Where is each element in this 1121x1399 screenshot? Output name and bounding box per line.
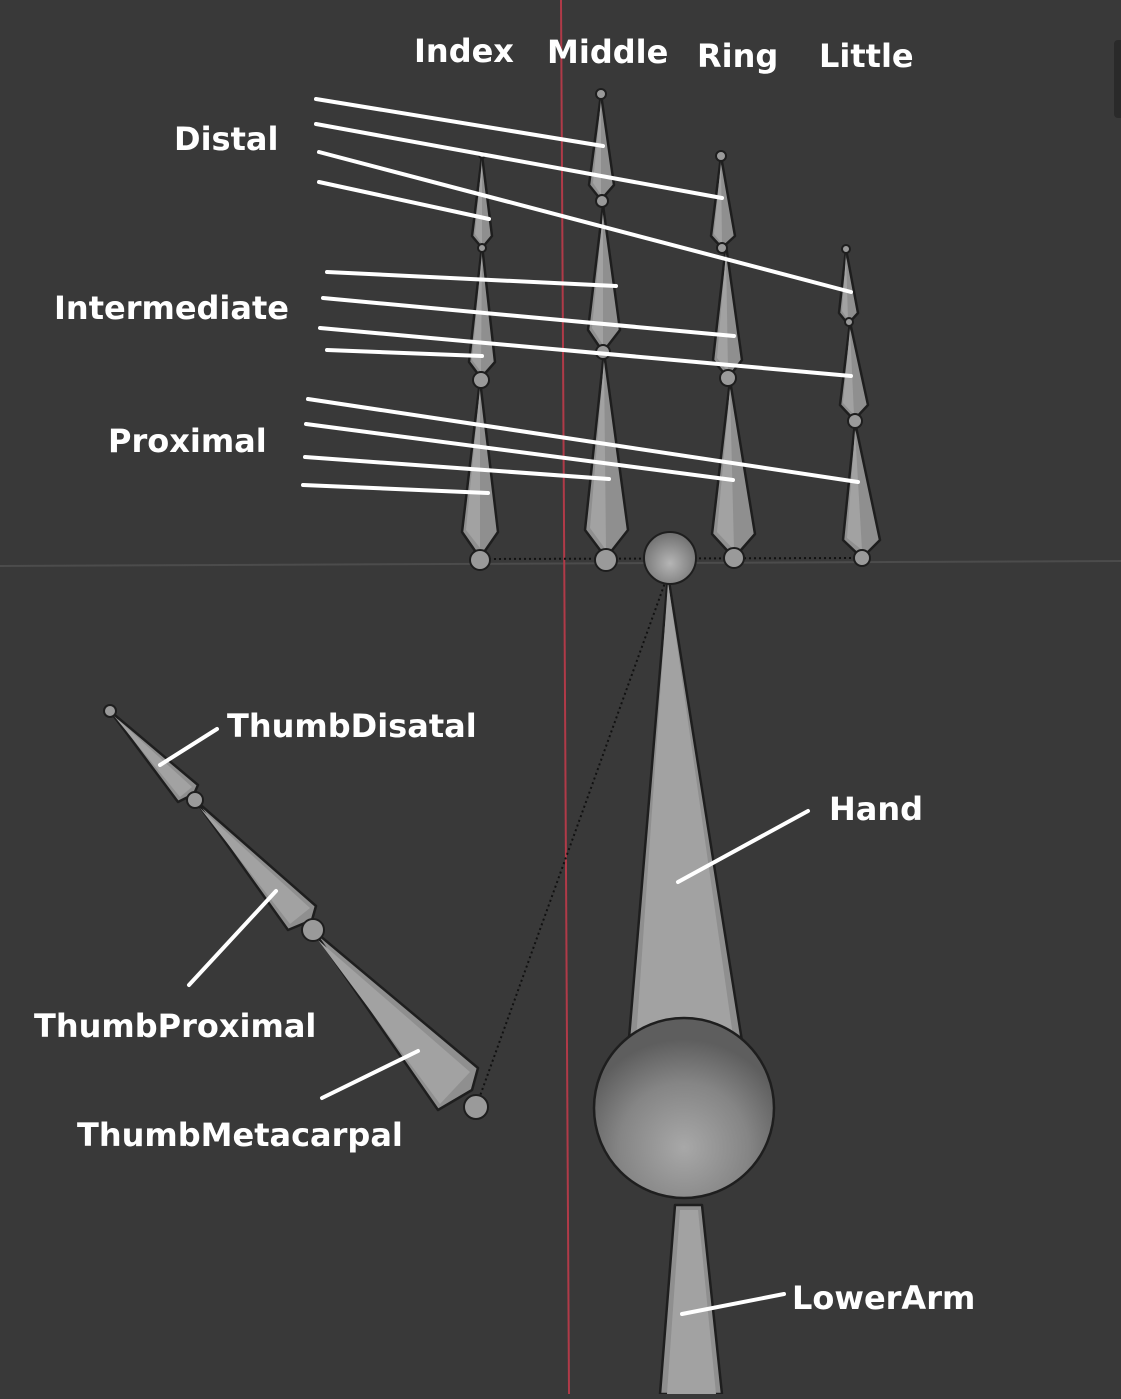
parent-link-thumb (475, 579, 667, 1108)
joint-middle-dip[interactable] (595, 194, 609, 208)
finger-little (837, 244, 882, 567)
label-column-little: Little (819, 37, 914, 75)
thumb (103, 704, 489, 1120)
bone-ring-distal[interactable] (709, 154, 737, 250)
label-column-middle: Middle (547, 33, 668, 71)
joint-thumb-ip[interactable] (186, 791, 204, 809)
joint-ring-tip[interactable] (715, 150, 727, 162)
label-column-index: Index (414, 32, 514, 70)
joint-hand-head[interactable] (643, 531, 697, 585)
leader-proximal-little (306, 397, 860, 484)
leader-intermediate-index (325, 348, 484, 358)
bone-thumb-distal[interactable] (108, 709, 200, 804)
bone-hand[interactable] (626, 573, 747, 1062)
joint-ring-dip[interactable] (716, 242, 728, 254)
leader-distal-ring (314, 122, 724, 200)
bone-little-proximal[interactable] (841, 420, 882, 560)
leader-proximal-ring (304, 422, 735, 482)
parent-link-fingers (478, 557, 865, 560)
label-thumb-metacarpal: ThumbMetacarpal (77, 1116, 403, 1154)
joint-little-mcp[interactable] (853, 549, 871, 567)
label-row-intermediate: Intermediate (54, 289, 289, 327)
joint-thumb-cmc[interactable] (463, 1094, 489, 1120)
finger-ring (709, 150, 757, 569)
leader-intermediate-middle (325, 270, 618, 288)
joint-thumb-tip[interactable] (103, 704, 117, 718)
bone-middle-proximal[interactable] (583, 350, 630, 560)
label-row-distal: Distal (174, 120, 278, 158)
viewport-scrollbar[interactable] (1114, 40, 1121, 118)
label-column-ring: Ring (697, 37, 778, 75)
joint-index-dip[interactable] (477, 243, 487, 253)
joint-wrist[interactable] (592, 1016, 776, 1200)
leader-thumb-metacarpal (320, 1049, 420, 1100)
joint-ring-pip[interactable] (719, 369, 737, 387)
bone-middle-intermediate[interactable] (586, 203, 622, 354)
label-hand: Hand (829, 790, 923, 828)
label-thumb-distal: ThumbDisatal (227, 707, 477, 745)
leader-distal-little (317, 150, 853, 294)
leader-thumb-proximal (187, 889, 278, 987)
bone-lower-arm[interactable] (658, 1203, 724, 1396)
leader-intermediate-little (318, 326, 853, 378)
grid-y-axis (560, 0, 570, 1395)
joint-index-mcp[interactable] (469, 549, 491, 571)
leaders-proximal (301, 397, 860, 495)
leader-thumb-distal (158, 727, 219, 767)
leader-distal-index (317, 180, 491, 221)
leaders-distal (314, 97, 853, 294)
label-thumb-proximal: ThumbProximal (34, 1007, 316, 1045)
label-lower-arm: LowerArm (792, 1279, 975, 1317)
joint-little-dip[interactable] (844, 317, 854, 327)
leader-intermediate-ring (321, 296, 736, 338)
leader-proximal-index (301, 483, 490, 495)
bone-ring-proximal[interactable] (710, 378, 757, 560)
bone-thumb-metacarpal[interactable] (311, 928, 480, 1112)
label-row-proximal: Proximal (108, 422, 267, 460)
leaders-intermediate (318, 270, 853, 378)
finger-middle (583, 88, 630, 572)
joint-index-pip[interactable] (472, 371, 490, 389)
joint-thumb-mcp[interactable] (301, 918, 325, 942)
joint-little-pip[interactable] (847, 413, 863, 429)
bone-little-intermediate[interactable] (838, 320, 870, 422)
leader-proximal-middle (303, 455, 611, 481)
bone-index-distal[interactable] (470, 153, 494, 250)
leader-distal-middle (314, 97, 605, 148)
leader-hand (676, 809, 810, 884)
joint-little-tip[interactable] (841, 244, 851, 254)
joint-middle-tip[interactable] (595, 88, 607, 100)
leader-lower-arm (680, 1292, 786, 1316)
joint-ring-mcp[interactable] (723, 547, 745, 569)
joint-middle-mcp[interactable] (594, 548, 618, 572)
grid-x-axis (0, 560, 1121, 567)
bone-little-distal[interactable] (837, 247, 860, 326)
bone-ring-intermediate[interactable] (711, 243, 744, 380)
